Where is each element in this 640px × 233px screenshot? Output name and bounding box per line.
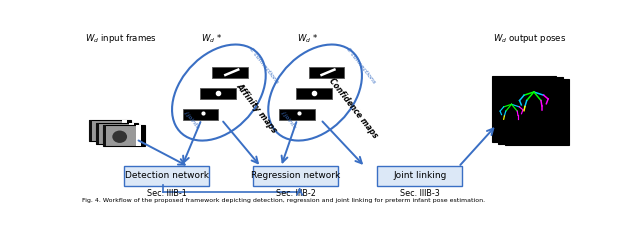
- Bar: [296, 88, 332, 99]
- Bar: [279, 109, 315, 120]
- Bar: [200, 88, 236, 99]
- Bar: [127, 120, 131, 141]
- Bar: [136, 125, 145, 146]
- Bar: [498, 77, 563, 144]
- Bar: [89, 120, 92, 141]
- Text: Regression network: Regression network: [251, 171, 340, 180]
- Bar: [141, 125, 145, 146]
- Bar: [134, 123, 138, 144]
- Text: Joint linking: Joint linking: [393, 171, 447, 180]
- Bar: [504, 79, 569, 145]
- Ellipse shape: [99, 126, 113, 138]
- Text: Sec. IIIB-1: Sec. IIIB-1: [147, 189, 187, 198]
- Text: $W_d$ output poses: $W_d$ output poses: [493, 32, 566, 45]
- FancyBboxPatch shape: [378, 166, 462, 186]
- Ellipse shape: [106, 128, 120, 140]
- Text: Detection network: Detection network: [125, 171, 209, 180]
- Bar: [122, 120, 131, 141]
- FancyBboxPatch shape: [253, 166, 338, 186]
- Text: j joints: j joints: [280, 110, 297, 129]
- Ellipse shape: [112, 130, 127, 143]
- Text: $W_d$ *: $W_d$ *: [200, 32, 222, 45]
- Text: j joints: j joints: [184, 110, 201, 129]
- Bar: [89, 120, 131, 141]
- Text: Affinity maps: Affinity maps: [234, 81, 279, 134]
- Bar: [182, 109, 218, 120]
- Text: C connections: C connections: [345, 47, 376, 85]
- Bar: [492, 75, 556, 142]
- Bar: [103, 125, 106, 146]
- Text: Sec. IIIB-3: Sec. IIIB-3: [400, 189, 440, 198]
- Text: Sec. IIIB-2: Sec. IIIB-2: [276, 189, 316, 198]
- Bar: [96, 123, 99, 144]
- Bar: [308, 67, 344, 78]
- Text: $W_d$ input frames: $W_d$ input frames: [85, 32, 157, 45]
- Bar: [103, 125, 145, 146]
- FancyBboxPatch shape: [124, 166, 209, 186]
- Text: Confidence maps: Confidence maps: [326, 76, 379, 140]
- Text: $W_d$ *: $W_d$ *: [297, 32, 318, 45]
- Text: C connections: C connections: [249, 47, 280, 85]
- Bar: [96, 123, 138, 144]
- Bar: [129, 123, 138, 144]
- Text: Fig. 4. Workflow of the proposed framework depicting detection, regression and j: Fig. 4. Workflow of the proposed framewo…: [83, 199, 486, 203]
- Bar: [212, 67, 248, 78]
